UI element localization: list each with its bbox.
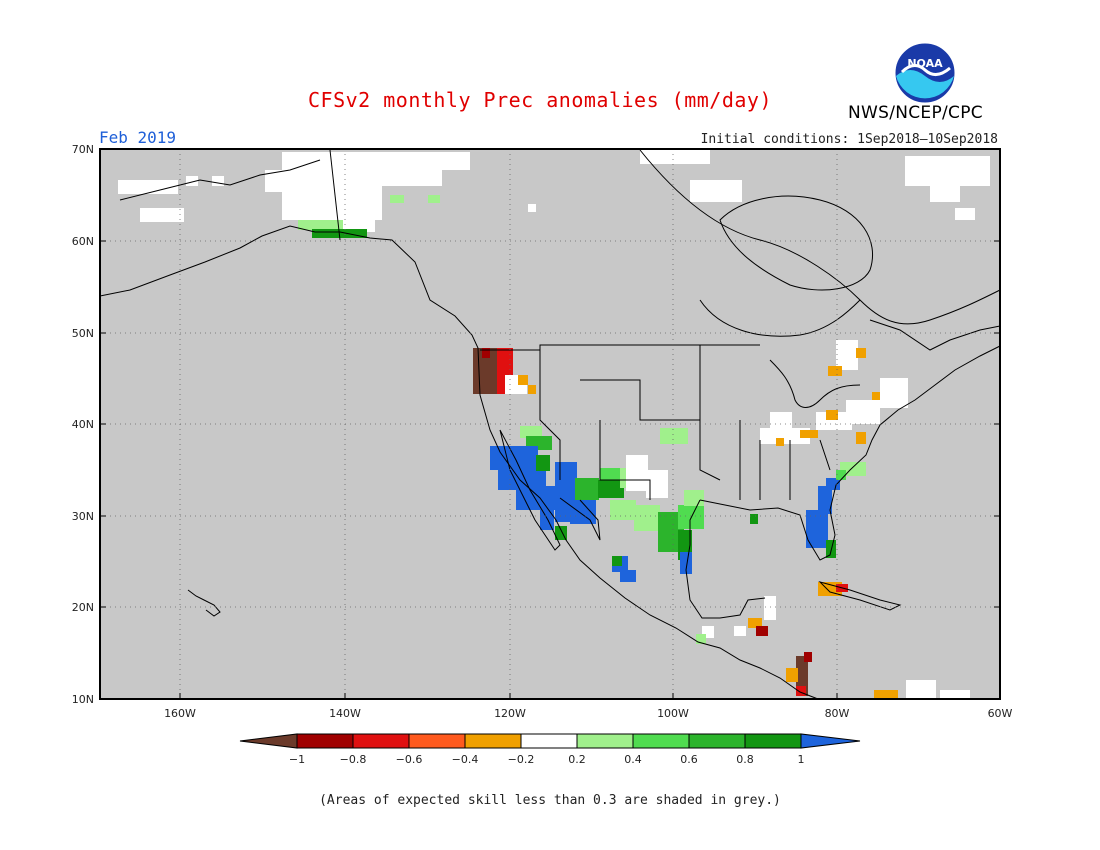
colorbar: −1 −0.8 −0.6 −0.4 −0.2 0.2 0.4 0.6 0.8 1 [239,733,861,766]
lat-label-50n: 50N [72,327,94,340]
longitude-labels: 160W 140W 120W 100W 80W 60W [164,707,1012,720]
skill-footnote: (Areas of expected skill less than 0.3 a… [319,793,781,808]
colorbar-label: 0.4 [624,753,642,766]
lon-label-80w: 80W [825,707,850,720]
lat-label-60n: 60N [72,235,94,248]
colorbar-label: 1 [798,753,805,766]
colorbar-label: −0.8 [340,753,367,766]
lon-label-100w: 100W [657,707,689,720]
colorbar-cell-7 [632,733,690,749]
lon-label-160w: 160W [164,707,196,720]
agency-label: NWS/NCEP/CPC [848,103,983,123]
colorbar-label: 0.6 [680,753,698,766]
colorbar-label: 0.8 [736,753,754,766]
coastlines [99,149,1001,700]
lat-label-70n: 70N [72,143,94,156]
lon-label-60w: 60W [988,707,1013,720]
colorbar-cell-0 [239,733,298,749]
lat-label-40n: 40N [72,418,94,431]
anomaly-cells [118,150,990,699]
lon-label-120w: 120W [494,707,526,720]
colorbar-label: −1 [289,753,305,766]
colorbar-cell-2 [352,733,410,749]
lat-label-30n: 30N [72,510,94,523]
map-title: CFSv2 monthly Prec anomalies (mm/day) [307,88,773,112]
lon-label-140w: 140W [329,707,361,720]
noaa-logo: NOAA [894,42,956,104]
lat-label-10n: 10N [72,693,94,706]
tick-marks [100,240,1000,699]
initial-conditions-label: Initial conditions: 1Sep2018—10Sep2018 [700,132,998,147]
colorbar-label: −0.2 [508,753,535,766]
colorbar-cell-10 [800,733,861,749]
colorbar-label: 0.2 [568,753,586,766]
colorbar-cell-9 [744,733,802,749]
forecast-month-label: Feb 2019 [99,128,177,147]
colorbar-cell-3 [408,733,466,749]
lat-label-20n: 20N [72,601,94,614]
colorbar-label: −0.4 [452,753,479,766]
colorbar-label: −0.6 [396,753,423,766]
colorbar-cell-6 [576,733,634,749]
colorbar-cell-5 [520,733,578,749]
colorbar-cell-1 [296,733,354,749]
graticule [100,149,1000,699]
latitude-labels: 70N 60N 50N 40N 30N 20N 10N [72,143,94,706]
logo-text: NOAA [907,57,943,70]
colorbar-cell-4 [464,733,522,749]
colorbar-cell-8 [688,733,746,749]
